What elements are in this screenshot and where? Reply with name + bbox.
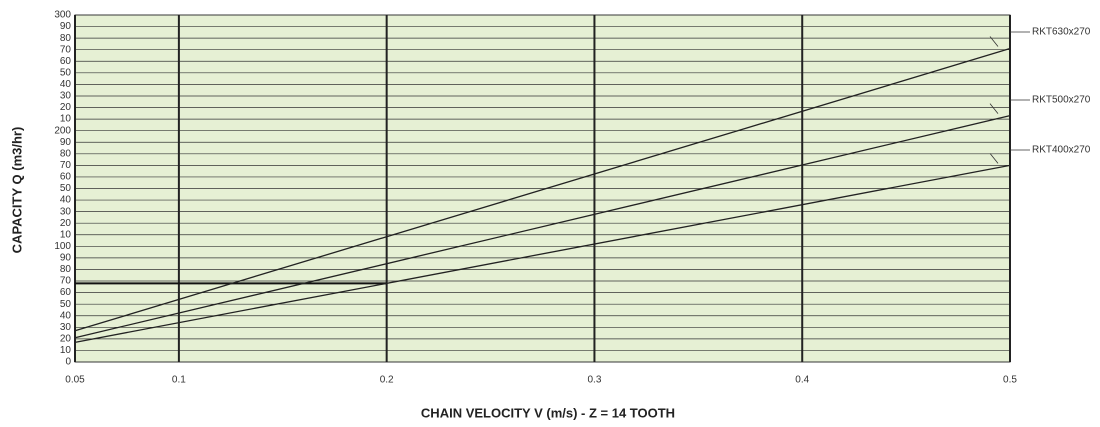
y-tick-label: 30 (60, 206, 72, 217)
y-tick-label: 30 (60, 91, 72, 102)
x-tick-label: 0.4 (795, 375, 809, 386)
x-tick-label: 0.3 (587, 375, 601, 386)
x-tick-label: 0.5 (1003, 375, 1017, 386)
y-axis-label: CAPACITY Q (m3/hr) (9, 127, 24, 254)
y-tick-label: 60 (60, 287, 72, 298)
y-tick-label: 100 (54, 241, 71, 252)
y-tick-label: 60 (60, 172, 72, 183)
legend-label: RKT400x270 (1032, 145, 1091, 156)
y-tick-label: 80 (60, 264, 72, 275)
y-tick-label: 40 (60, 79, 72, 90)
y-tick-label: 0 (65, 357, 71, 368)
y-tick-label: 70 (60, 276, 72, 287)
leader-line (989, 153, 999, 164)
x-tick-label: 0.1 (172, 375, 186, 386)
y-tick-label: 40 (60, 195, 72, 206)
y-tick-label: 90 (60, 21, 72, 32)
legend-label: RKT630x270 (1032, 27, 1091, 38)
y-tick-label: 40 (60, 310, 72, 321)
y-tick-label: 80 (60, 148, 72, 159)
y-tick-label: 20 (60, 334, 72, 345)
y-tick-label: 20 (60, 102, 72, 113)
y-tick-label: 10 (60, 114, 72, 125)
leader-line (989, 103, 999, 114)
y-tick-label: 70 (60, 160, 72, 171)
y-tick-label: 50 (60, 299, 72, 310)
series-line (74, 114, 1011, 339)
y-tick-label: 300 (54, 10, 71, 21)
x-tick-label: 0.2 (380, 375, 394, 386)
y-tick-label: 90 (60, 253, 72, 264)
legend-label: RKT500x270 (1032, 95, 1091, 106)
leader-line (989, 36, 999, 47)
y-tick-label: 80 (60, 33, 72, 44)
series-line (74, 164, 1011, 343)
y-tick-label: 30 (60, 322, 72, 333)
y-tick-label: 200 (54, 125, 71, 136)
x-axis-label: CHAIN VELOCITY V (m/s) - Z = 14 TOOTH (421, 405, 675, 420)
series-line (74, 47, 1011, 332)
y-tick-label: 60 (60, 56, 72, 67)
y-tick-label: 20 (60, 218, 72, 229)
y-tick-label: 70 (60, 44, 72, 55)
x-tick-label: 0.05 (65, 375, 85, 386)
y-tick-label: 10 (60, 345, 72, 356)
y-tick-label: 50 (60, 183, 72, 194)
y-tick-label: 50 (60, 67, 72, 78)
y-tick-label: 90 (60, 137, 72, 148)
y-tick-label: 10 (60, 229, 72, 240)
